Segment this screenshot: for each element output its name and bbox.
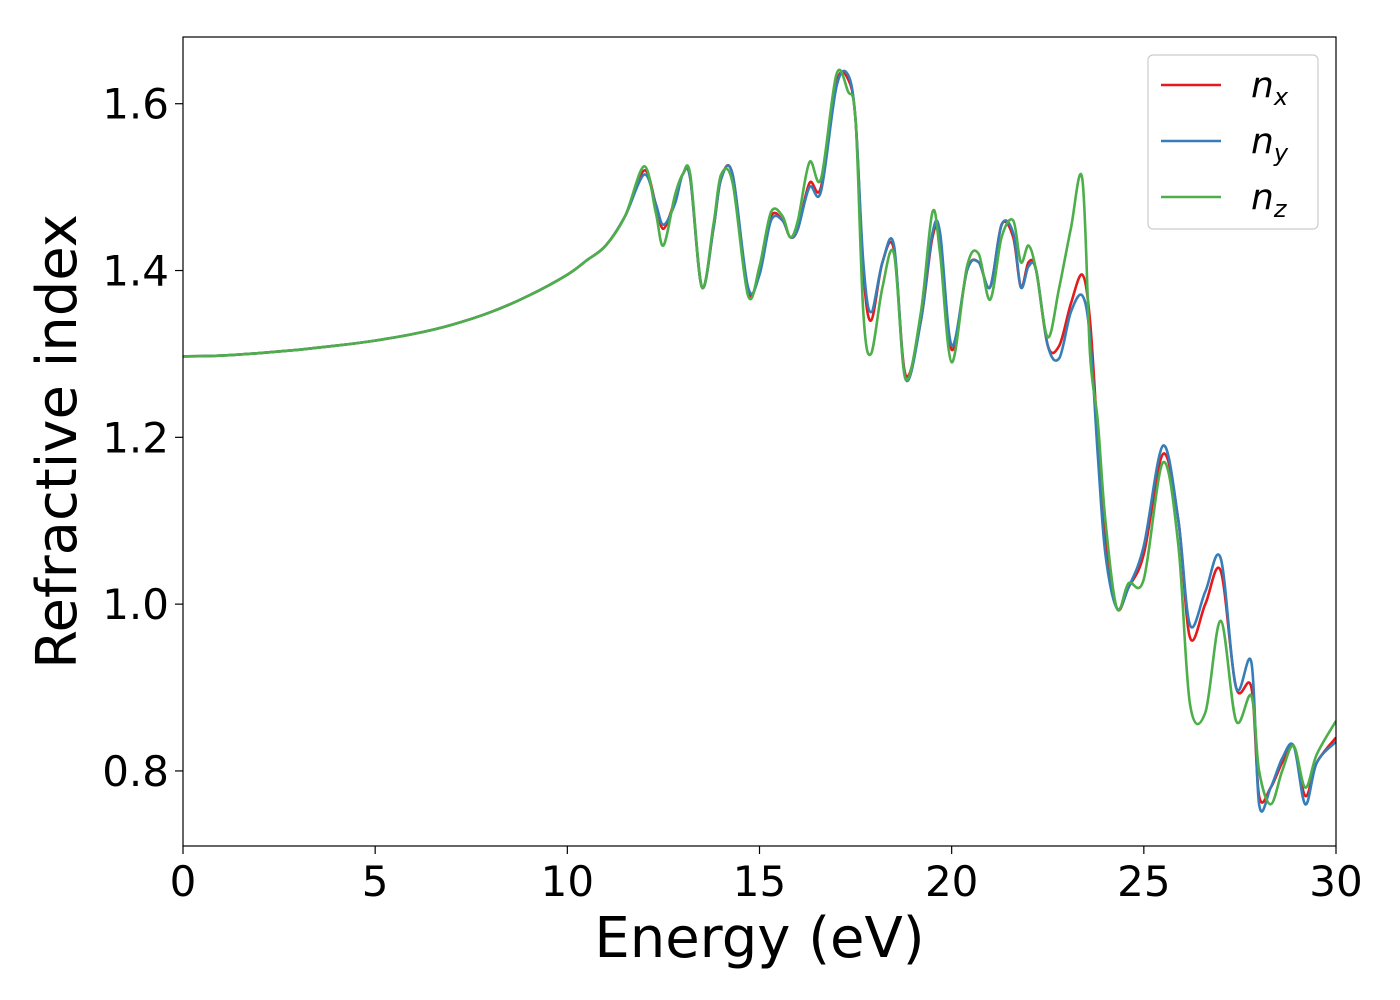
x-tick-label: 5 — [362, 857, 389, 906]
x-tick-label: 30 — [1309, 857, 1362, 906]
y-tick-label: 1.6 — [102, 80, 169, 129]
y-tick-label: 1.0 — [102, 580, 169, 629]
y-axis-ticks: 0.8 1.0 1.2 1.4 1.6 — [102, 80, 183, 796]
legend: nx ny nz — [1147, 54, 1319, 230]
y-tick-label: 1.4 — [102, 247, 169, 296]
x-tick-label: 25 — [1117, 857, 1170, 906]
x-tick-label: 20 — [925, 857, 978, 906]
legend-label: nx — [1251, 65, 1289, 111]
y-axis-label: Refractive index — [25, 214, 90, 669]
series-lines — [183, 68, 1336, 813]
legend-label: ny — [1251, 121, 1289, 167]
x-axis-label: Energy (eV) — [594, 906, 924, 971]
x-axis-ticks: 0 5 10 15 20 25 30 — [170, 846, 1363, 906]
x-tick-label: 15 — [733, 857, 786, 906]
y-tick-label: 0.8 — [102, 747, 169, 796]
legend-label: nz — [1251, 177, 1288, 223]
x-tick-label: 10 — [541, 857, 594, 906]
x-tick-label: 0 — [170, 857, 197, 906]
legend-box — [1147, 54, 1319, 230]
y-tick-label: 1.2 — [102, 413, 169, 462]
series-line-nz — [183, 68, 1336, 806]
